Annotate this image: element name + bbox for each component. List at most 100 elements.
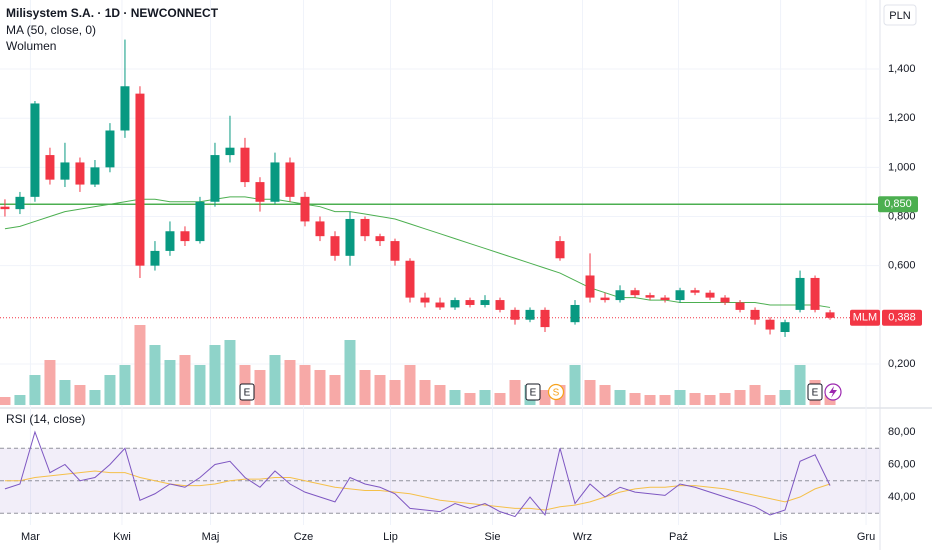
candle-body <box>105 130 115 168</box>
hline-label-box <box>878 196 918 213</box>
y-tick-label: 1,000 <box>888 161 916 173</box>
candle-body <box>120 86 130 131</box>
candle-body <box>420 297 430 303</box>
candle-body <box>570 304 580 323</box>
volume-bar <box>44 360 56 405</box>
candle-body <box>60 162 70 180</box>
candle-body <box>210 155 220 202</box>
candle-body <box>780 322 790 333</box>
candle-body <box>480 300 490 305</box>
candle-body <box>195 201 205 242</box>
volume-bar <box>599 385 611 405</box>
candle-body <box>300 196 310 222</box>
pane-title: RSI (14, close) <box>6 412 85 426</box>
candle-body <box>75 162 85 185</box>
symbol-label-box <box>850 309 880 326</box>
last-price-label: 0,388 <box>888 312 916 324</box>
y-tick-label: 80,00 <box>888 426 916 438</box>
candle-body <box>645 295 655 298</box>
volume-bar <box>119 365 131 405</box>
candle-body <box>735 302 745 310</box>
x-tick-label: Cze <box>294 531 314 543</box>
candle-body <box>225 147 235 156</box>
candle-body <box>405 260 415 298</box>
volume-bar <box>629 393 641 405</box>
volume-bar <box>194 365 206 405</box>
volume-bar <box>614 390 626 405</box>
volume-bar <box>674 390 686 405</box>
volume-bar <box>779 390 791 405</box>
rsi-band <box>0 448 880 514</box>
candle-body <box>390 241 400 261</box>
event-label: S <box>553 388 560 399</box>
candle-body <box>825 312 835 318</box>
x-tick-label: Wrz <box>573 531 592 543</box>
event-label: E <box>244 388 251 399</box>
event-label: E <box>530 388 537 399</box>
candle-body <box>345 218 355 256</box>
volume-bar <box>344 340 356 405</box>
volume-bar <box>179 355 191 405</box>
volume-bar <box>164 360 176 405</box>
candle-body <box>615 290 625 301</box>
x-tick-label: Lip <box>383 531 398 543</box>
volume-bar <box>434 385 446 405</box>
volume-bar <box>29 375 41 405</box>
volume-bar <box>539 390 551 405</box>
candle-body <box>330 236 340 256</box>
candle-body <box>540 309 550 328</box>
candle-body <box>750 309 760 320</box>
volume-bar <box>0 397 11 405</box>
symbol-label: MLM <box>853 312 877 324</box>
volume-bar <box>509 380 521 405</box>
volume-bar <box>449 390 461 405</box>
candle-body <box>690 290 700 293</box>
candle-body <box>360 218 370 237</box>
candle-body <box>0 206 10 210</box>
y-tick-label: 1,400 <box>888 63 916 75</box>
candle-body <box>600 297 610 301</box>
volume-bar <box>89 390 101 405</box>
volume-bar <box>659 395 671 405</box>
volume-bar <box>794 365 806 405</box>
volume-bar <box>569 365 581 405</box>
candle-body <box>765 319 775 330</box>
volume-bar <box>389 380 401 405</box>
candle-body <box>375 236 385 242</box>
x-tick-label: Mar <box>21 531 40 543</box>
candle-body <box>495 300 505 310</box>
candle-body <box>555 241 565 259</box>
event-label: E <box>812 388 819 399</box>
volume-bar <box>764 395 776 405</box>
volume-bar <box>269 355 281 405</box>
y-tick-label: 0,600 <box>888 260 916 272</box>
candle-body <box>15 196 25 210</box>
hline-label: 0,850 <box>884 198 912 210</box>
y-tick-label: 0,200 <box>888 358 916 370</box>
candle-body <box>705 292 715 298</box>
event-marker <box>807 383 823 401</box>
volume-bar <box>149 345 161 405</box>
last-price-box <box>882 309 922 326</box>
candle-body <box>720 297 730 303</box>
candle-body <box>585 275 595 298</box>
x-tick-label: Lis <box>774 531 789 543</box>
candle-body <box>435 302 445 308</box>
candle-body <box>450 300 460 308</box>
candle-body <box>810 277 820 310</box>
candle-body <box>285 162 295 197</box>
chart-title: Milisystem S.A. · 1D · NEWCONNECT <box>6 6 219 20</box>
volume-bar <box>224 340 236 405</box>
candle-body <box>795 277 805 310</box>
volume-bar <box>494 393 506 405</box>
volume-bar <box>464 393 476 405</box>
volume-bar <box>134 325 146 405</box>
candle-body <box>150 250 160 266</box>
event-marker <box>239 383 255 401</box>
volume-bar <box>479 390 491 405</box>
volume-bar <box>104 375 116 405</box>
event-marker <box>547 383 565 401</box>
volume-bar <box>584 380 596 405</box>
volume-bar <box>314 370 326 405</box>
